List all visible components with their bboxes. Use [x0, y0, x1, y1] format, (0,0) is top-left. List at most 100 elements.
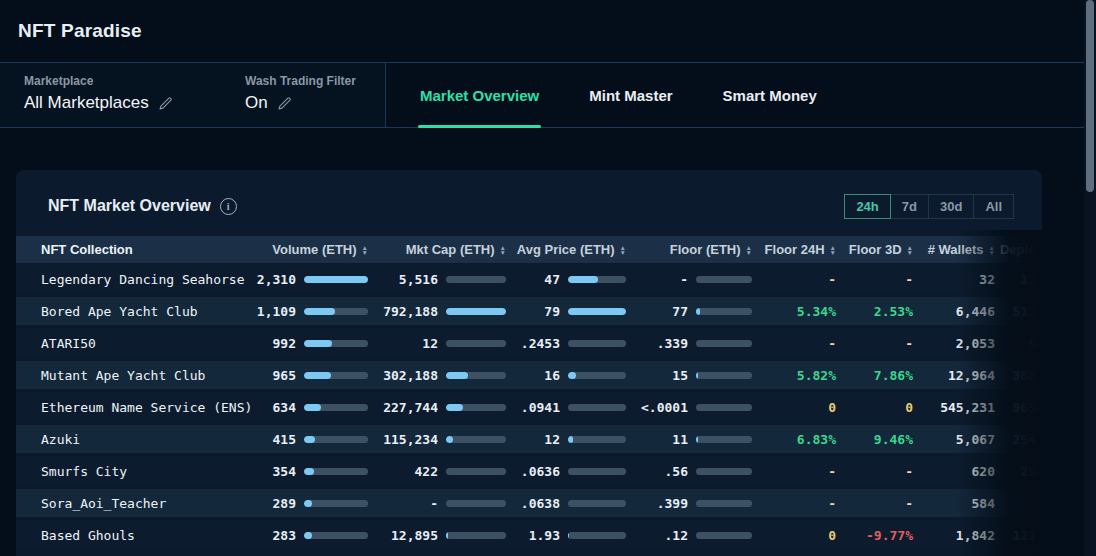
avg-price-value: .0636	[521, 464, 560, 479]
floor-24h-value: 6.83%	[797, 432, 836, 447]
column-header-volume-eth-[interactable]: Volume (ETH)▲▼	[246, 242, 368, 257]
wallets-value: 5,067	[956, 432, 995, 447]
floor-3d-value: -	[905, 496, 913, 511]
panel-header: NFT Market Overview i 24h7d30dAll	[16, 170, 1042, 236]
avg-price-value: 47	[544, 272, 560, 287]
deployer-value: 5	[1028, 336, 1036, 351]
marketplace-filter-label: Marketplace	[24, 74, 221, 88]
edit-pencil-icon[interactable]	[158, 96, 173, 111]
table-row[interactable]: Ethereum Name Service (ENS)634227,744.09…	[16, 393, 1042, 421]
volume-bar	[304, 340, 368, 347]
cell-avg-price: .2453	[506, 336, 626, 351]
table-row[interactable]: Bored Ape Yacht Club1,109792,18879775.34…	[16, 297, 1042, 325]
sort-arrows-icon[interactable]: ▲▼	[830, 245, 836, 255]
column-header-nft-collection: NFT Collection	[16, 242, 246, 257]
floor-3d-value: 7.86%	[874, 368, 913, 383]
floor-24h-value: 0	[828, 400, 836, 415]
cell-volume: 2,310	[246, 272, 368, 287]
collection-name: ATARI50	[16, 336, 246, 351]
floor-value: 77	[672, 304, 688, 319]
page-scrollbar-thumb[interactable]	[1086, 0, 1094, 192]
column-header-deplo: Deplo	[995, 242, 1042, 257]
cell-floor-24h: -	[752, 464, 840, 479]
floor-value: -	[680, 272, 688, 287]
avg-price-value: 16	[544, 368, 560, 383]
floor-3d-value: -	[905, 464, 913, 479]
floor-value: .339	[657, 336, 688, 351]
tab-mint-master[interactable]: Mint Master	[587, 63, 674, 127]
cell-wallets: 545,231	[915, 400, 995, 415]
column-header-mkt-cap-eth-[interactable]: Mkt Cap (ETH)▲▼	[368, 242, 506, 257]
floor-value: .56	[665, 464, 688, 479]
time-filter-7d[interactable]: 7d	[890, 194, 929, 219]
cell-floor-24h: -	[752, 496, 840, 511]
column-header-floor-eth-[interactable]: Floor (ETH)▲▼	[626, 242, 752, 257]
volume-bar	[304, 468, 368, 475]
volume-value: 2,310	[257, 272, 296, 287]
table-row[interactable]: Azuki415115,23412116.83%9.46%5,067254	[16, 425, 1042, 453]
cell-avg-price: 79	[506, 304, 626, 319]
floor-bar	[696, 532, 752, 539]
wash-trading-filter-value-row[interactable]: On	[245, 93, 361, 113]
page-scrollbar-track[interactable]	[1084, 0, 1096, 556]
collection-name: Smurfs City	[16, 464, 246, 479]
cell-avg-price: 16	[506, 368, 626, 383]
collection-name: Ethereum Name Service (ENS)	[16, 400, 246, 415]
cell-volume: 415	[246, 432, 368, 447]
cell-deployer: 965	[995, 400, 1042, 415]
cell-mkt-cap: 12	[368, 336, 506, 351]
volume-value: 354	[273, 464, 296, 479]
wallets-value: 12,964	[948, 368, 995, 383]
cell-floor-3d: 9.46%	[840, 432, 915, 447]
table-row[interactable]: Smurfs City354422.0636.56--62025	[16, 457, 1042, 485]
cell-mkt-cap: 302,188	[368, 368, 506, 383]
time-range-selector: 24h7d30dAll	[844, 194, 1014, 219]
collection-name: Bored Ape Yacht Club	[16, 304, 246, 319]
column-header-floor-3d[interactable]: Floor 3D ▲▼	[840, 242, 915, 257]
marketplace-filter-value-row[interactable]: All Marketplaces	[24, 93, 221, 113]
table-header-row: NFT CollectionVolume (ETH)▲▼Mkt Cap (ETH…	[16, 236, 1042, 263]
collection-name: Legendary Dancing Seahorse	[16, 272, 246, 287]
volume-bar	[304, 532, 368, 539]
floor-24h-value: -	[828, 464, 836, 479]
table-row[interactable]: Mutant Ape Yacht Club965302,18816155.82%…	[16, 361, 1042, 389]
tab-market-overview[interactable]: Market Overview	[418, 63, 541, 127]
cell-volume: 965	[246, 368, 368, 383]
cell-deployer: 517	[995, 304, 1042, 319]
sort-arrows-icon[interactable]: ▲▼	[907, 245, 913, 255]
tab-smart-money[interactable]: Smart Money	[721, 63, 819, 127]
avg-price-bar	[568, 532, 626, 539]
floor-3d-value: 2.53%	[874, 304, 913, 319]
time-filter-all[interactable]: All	[973, 194, 1014, 219]
main-tabs: Market Overview Mint Master Smart Money	[386, 63, 1096, 127]
avg-price-value: .0638	[521, 496, 560, 511]
time-filter-24h[interactable]: 24h	[844, 194, 890, 219]
collection-name: Sora_Aoi_Teacher	[16, 496, 246, 511]
column-header-floor-24h[interactable]: Floor 24H▲▼	[752, 242, 840, 257]
column-header-avg-price-eth-[interactable]: Avg Price (ETH)▲▼	[506, 242, 626, 257]
column-label: Floor 3D	[849, 242, 902, 257]
cell-floor-24h: 5.34%	[752, 304, 840, 319]
table-row[interactable]: Legendary Dancing Seahorse2,3105,51647--…	[16, 265, 1042, 293]
table-row[interactable]: ATARI5099212.2453.339--2,0535	[16, 329, 1042, 357]
edit-pencil-icon[interactable]	[277, 96, 292, 111]
column-header--wallets[interactable]: # Wallets▲▼	[915, 242, 995, 257]
mkt-cap-value: 227,744	[383, 400, 438, 415]
volume-value: 634	[273, 400, 296, 415]
floor-value: 15	[672, 368, 688, 383]
table-row[interactable]: Based Ghouls28312,8951.93.120-9.77%1,842…	[16, 521, 1042, 549]
info-circle-icon[interactable]: i	[220, 198, 237, 215]
time-filter-30d[interactable]: 30d	[928, 194, 974, 219]
table-row[interactable]: Sora_Aoi_Teacher289-.0638.399--584	[16, 489, 1042, 517]
marketplace-filter-value: All Marketplaces	[24, 93, 149, 113]
volume-value: 289	[273, 496, 296, 511]
cell-wallets: 1,842	[915, 528, 995, 543]
cell-floor: .399	[626, 496, 752, 511]
cell-floor-3d: 0	[840, 400, 915, 415]
cell-wallets: 584	[915, 496, 995, 511]
cell-floor-24h: 6.83%	[752, 432, 840, 447]
mkt-cap-value: 422	[415, 464, 438, 479]
cell-avg-price: 47	[506, 272, 626, 287]
floor-value: .12	[665, 528, 688, 543]
floor-24h-value: -	[828, 272, 836, 287]
